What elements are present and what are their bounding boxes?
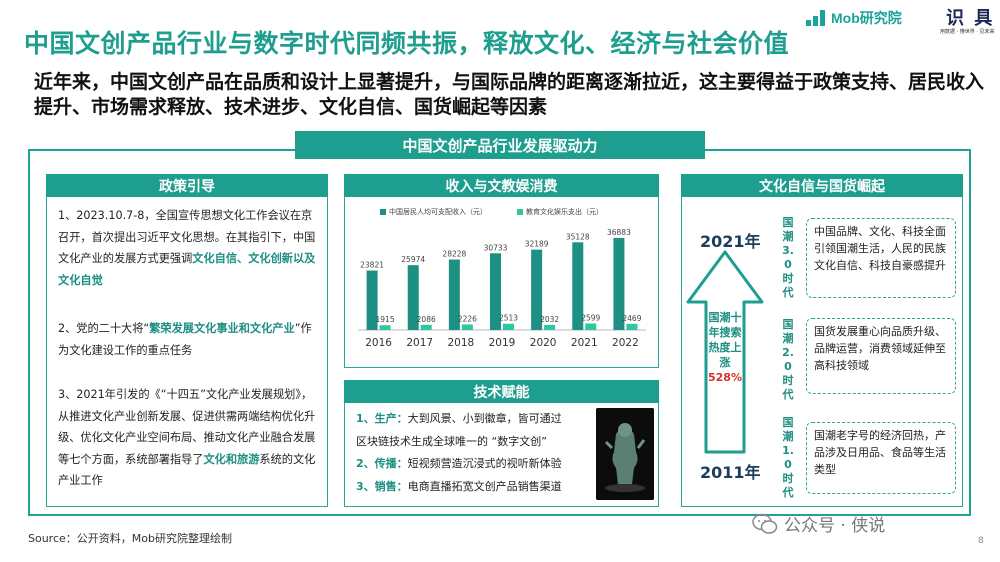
bar-income: [572, 242, 584, 330]
legend-spend-label: 教育文化娱乐支出（元）: [526, 208, 603, 216]
tech-item: 区块链技术生成全球唯一的 “数字文创”: [356, 431, 562, 454]
policy-item-1-text: 1、2023.10.7-8，全国宣传思想文化工作会议在京召开，首次提出习近平文化…: [58, 209, 316, 265]
x-tick-label: 2020: [530, 337, 557, 349]
tech-item: 1、生产：大到风景、小到徽章，皆可通过: [356, 408, 562, 431]
bar-income: [407, 265, 419, 330]
policy-item-1: 1、2023.10.7-8，全国宣传思想文化工作会议在京召开，首次提出习近平文化…: [58, 205, 320, 291]
tech-item-text: 大到风景、小到徽章，皆可通过: [407, 412, 562, 425]
policy-item-3-text: 3、2021年引发的《“十四五”文化产业发展规划》，从推进文化产业创新发展、促进…: [58, 388, 316, 466]
arrow-caption-text: 国潮十年搜索热度上涨: [708, 311, 742, 369]
bar-income-label: 30733: [484, 243, 508, 252]
x-tick-label: 2017: [406, 337, 433, 349]
legend-income-label: 中国居民人均可支配收入（元）: [389, 208, 487, 216]
era-label-1: 国潮1.0时代: [782, 416, 794, 499]
bar-spend-label: 2226: [458, 314, 477, 323]
bar-income: [448, 259, 460, 330]
tech-list: 1、生产：大到风景、小到徽章，皆可通过 区块链技术生成全球唯一的 “数字文创” …: [356, 408, 562, 498]
policy-item-2-highlight: 繁荣发展文化事业和文化产业: [149, 322, 295, 335]
era-box-2: 国货发展重心向品质升级、品牌运营，消费领域延伸至高科技领域: [806, 318, 956, 394]
digital-artwork-image: [596, 408, 654, 500]
growth-arrow-icon: [686, 250, 764, 454]
wechat-icon: [752, 513, 778, 534]
wechat-text: 公众号 · 侠说: [784, 516, 886, 536]
bar-spend-label: 2032: [540, 315, 559, 324]
bar-income-label: 36883: [607, 228, 631, 237]
x-tick-label: 2019: [489, 337, 516, 349]
policy-item-1-highlight: 文化自信、文化创新以及文化自觉: [58, 252, 316, 287]
bar-income-label: 28228: [442, 250, 466, 259]
tech-header: 技术赋能: [344, 380, 659, 403]
legend-spend: 教育文化娱乐支出（元）: [517, 207, 603, 217]
policy-item-2-text: 2、党的二十大将“: [58, 322, 150, 335]
income-header: 收入与文教娱消费: [344, 174, 659, 197]
bar-income: [613, 237, 625, 330]
bar-spend-label: 2513: [499, 314, 518, 323]
wechat-watermark: 公众号 · 侠说: [752, 511, 885, 536]
policy-item-2: 2、党的二十大将“繁荣发展文化事业和文化产业”作为文化建设工作的重点任务: [58, 318, 320, 361]
bar-spend-label: 2086: [417, 315, 436, 324]
chart-legend: 中国居民人均可支配收入（元） 教育文化娱乐支出（元）: [380, 207, 603, 217]
bar-spend: [420, 324, 432, 330]
legend-spend-swatch: [517, 209, 523, 215]
tech-item-heading: 2、传播：: [356, 457, 408, 470]
bar-spend: [585, 323, 597, 330]
era-label-3: 国潮3.0时代: [782, 216, 794, 299]
legend-income-swatch: [380, 209, 386, 215]
x-tick-label: 2018: [447, 337, 474, 349]
statue-icon: [596, 408, 654, 500]
year-2011: 2011年: [700, 463, 761, 482]
bar-spend-label: 2469: [622, 314, 641, 323]
policy-header: 政策引导: [46, 174, 328, 197]
bar-income: [490, 253, 501, 330]
mob-logo: Mob研究院: [806, 4, 902, 32]
policy-item-3-highlight: 文化和旅游: [203, 452, 260, 466]
tech-item: 2、传播：短视频营造沉浸式的视听新体验: [356, 453, 562, 476]
page-subtitle: 近年来，中国文创产品在品质和设计上显著提升，与国际品牌的距离逐渐拉近，这主要得益…: [34, 71, 985, 118]
bar-spend-label: 2599: [581, 314, 600, 323]
tech-item-text: 电商直播拓宽文创产品销售渠道: [407, 479, 562, 493]
tech-item-text: 短视频营造沉浸式的视听新体验: [407, 457, 562, 470]
tech-item-text: 区块链技术生成全球唯一的 “数字文创”: [356, 434, 547, 448]
tech-item: 3、销售：电商直播拓宽文创产品销售渠道: [356, 476, 562, 499]
bar-income-label: 25974: [401, 255, 425, 264]
bar-income: [531, 249, 543, 330]
bar-spend: [626, 323, 638, 330]
bar-spend: [503, 323, 514, 330]
x-tick-label: 2022: [612, 337, 639, 349]
legend-income: 中国居民人均可支配收入（元）: [380, 207, 487, 217]
page-number: 8: [978, 536, 984, 546]
bar-spend: [461, 324, 473, 330]
income-bar-chart: 23821 1915 2016 25974 2086 2017 28228 2226 2018 3…: [358, 228, 646, 349]
x-tick-label: 2021: [571, 337, 598, 349]
policy-item-3: 3、2021年引发的《“十四五”文化产业发展规划》，从推进文化产业创新发展、促进…: [58, 384, 320, 492]
source-note: Source：公开资料，Mob研究院整理绘制: [28, 532, 232, 545]
bar-spend: [379, 325, 391, 330]
bar-income-label: 32189: [525, 240, 549, 249]
arrow-caption: 国潮十年搜索热度上涨 528%: [705, 310, 745, 385]
logo-text: Mob研究院: [831, 10, 902, 26]
bar-spend: [544, 324, 556, 330]
bar-income-label: 23821: [360, 261, 384, 270]
tech-item-heading: 1、生产：: [356, 412, 408, 425]
page-title: 中国文创产品行业与数字时代同频共振，释放文化、经济与社会价值: [24, 29, 790, 58]
era-box-1: 国潮老字号的经济回热，产品涉及日用品、食品等生活类型: [806, 422, 956, 494]
policy-item-2-text-end: ”作为文化建设工作的重点任务: [58, 322, 312, 357]
bar-income: [366, 270, 378, 330]
year-2021: 2021年: [700, 232, 761, 251]
bars-logo-icon: [806, 10, 825, 26]
x-tick-label: 2016: [365, 337, 392, 349]
era-box-3: 中国品牌、文化、科技全面引领国潮生活，人民的民族文化自信、科技自豪感提升: [806, 218, 956, 298]
partner-logo-subtitle: 用数据 · 懂世界 · 见未来: [940, 29, 995, 35]
partner-logo: 识 具: [946, 8, 995, 29]
tech-item-heading: 3、销售：: [356, 479, 408, 493]
drivers-title: 中国文创产品行业发展驱动力: [295, 131, 705, 159]
arrow-percent: 528%: [708, 371, 742, 384]
bar-income-label: 35128: [566, 232, 590, 241]
bar-spend-label: 1915: [376, 315, 395, 324]
era-label-2: 国潮2.0时代: [782, 318, 794, 401]
policy-item-3-text-end: 系统的文化产业工作: [58, 452, 316, 488]
culture-header: 文化自信与国货崛起: [681, 174, 963, 197]
